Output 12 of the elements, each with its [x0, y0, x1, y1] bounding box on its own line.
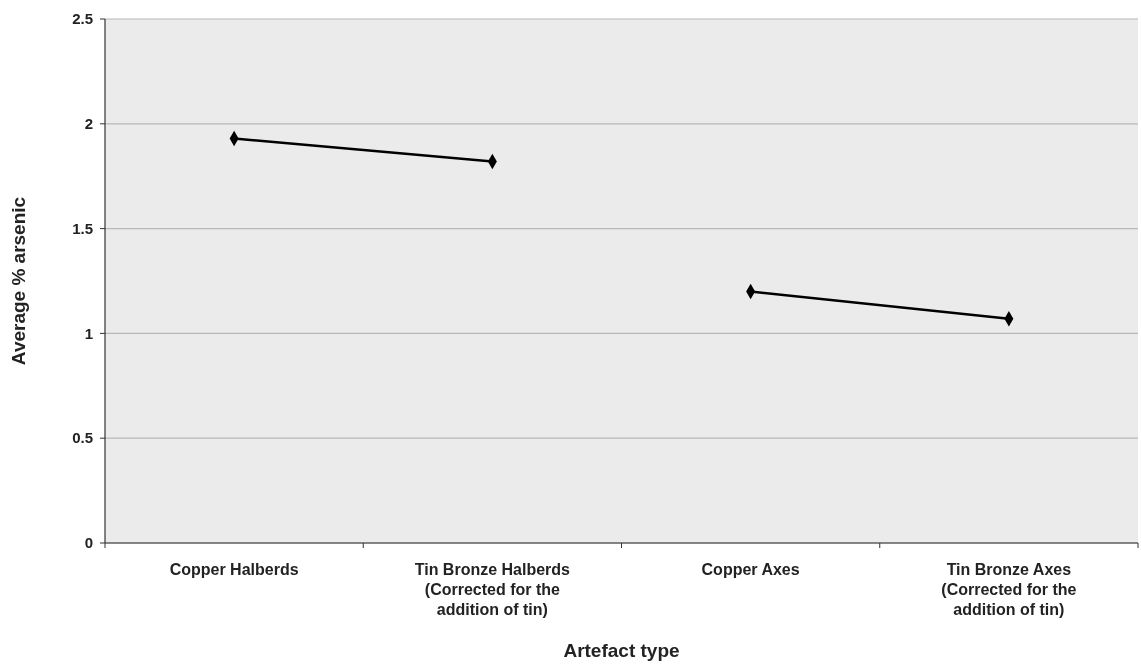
y-tick-label: 1: [84, 324, 93, 342]
x-axis-title: Artefact type: [563, 640, 680, 661]
x-tick-label: Copper Axes: [701, 561, 800, 578]
x-tick-label: Tin Bronze Halberds (Corrected for the addition of tin): [414, 561, 571, 618]
x-tick-label: Tin Bronze Axes (Corrected for the addition of tin): [941, 561, 1077, 618]
y-tick-label: 2: [84, 115, 93, 133]
x-tick-label: Copper Halberds: [169, 561, 299, 578]
y-tick-label: 1.5: [72, 219, 93, 237]
y-tick-label: 0.5: [72, 429, 93, 447]
y-tick-label: 2.5: [72, 10, 93, 28]
y-tick-label: 0: [84, 534, 93, 552]
y-axis-title: Average % arsenic: [8, 196, 29, 366]
